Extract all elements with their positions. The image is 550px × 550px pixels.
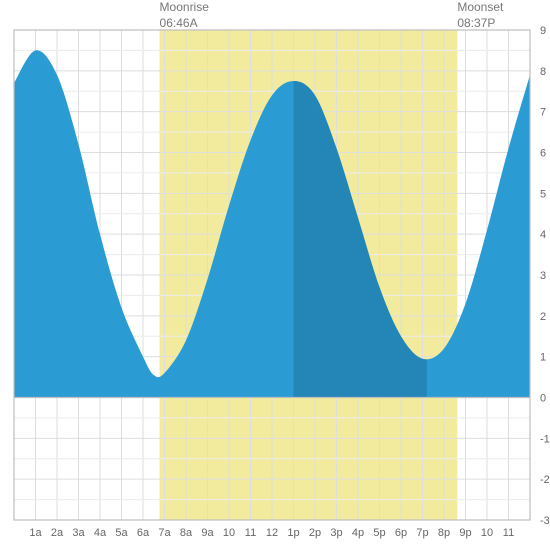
svg-text:5: 5 [540,188,546,200]
svg-text:-1: -1 [540,433,550,445]
svg-text:11: 11 [503,527,514,539]
chart-svg: 1a2a3a4a5a6a7a8a9a1011121p2p3p4p5p6p7p8p… [0,0,550,550]
svg-text:2: 2 [540,311,546,323]
svg-text:10: 10 [223,527,235,539]
svg-text:12: 12 [266,527,278,539]
svg-text:1p: 1p [287,527,299,539]
svg-text:3a: 3a [72,527,85,539]
svg-text:2a: 2a [51,527,64,539]
svg-text:7p: 7p [416,527,428,539]
moonrise-title: Moonrise [160,0,209,14]
svg-text:9p: 9p [459,527,471,539]
svg-text:11: 11 [245,527,256,539]
svg-text:8: 8 [540,66,546,78]
svg-text:4: 4 [540,229,546,241]
svg-text:2p: 2p [309,527,321,539]
svg-text:4a: 4a [94,527,107,539]
svg-text:7: 7 [540,107,546,119]
svg-text:10: 10 [481,527,493,539]
svg-text:5p: 5p [373,527,385,539]
moonrise-time: 06:46A [160,16,198,30]
tide-chart: Moonrise 06:46A Moonset 08:37P 1a 2a 3a 4a 5… [0,0,550,550]
moonrise-label: Moonrise 06:46A [160,0,209,31]
svg-text:6: 6 [540,148,546,160]
svg-text:6a: 6a [137,527,150,539]
svg-text:9a: 9a [201,527,214,539]
moonset-label: Moonset 08:37P [457,0,503,31]
svg-text:8p: 8p [438,527,450,539]
svg-text:0: 0 [540,393,546,405]
svg-text:7a: 7a [158,527,171,539]
moonset-time: 08:37P [457,16,495,30]
svg-text:-2: -2 [540,474,550,486]
svg-text:1a: 1a [29,527,42,539]
svg-text:-3: -3 [540,515,550,527]
svg-text:9: 9 [540,25,546,37]
svg-text:5a: 5a [115,527,128,539]
svg-text:3p: 3p [330,527,342,539]
svg-text:4p: 4p [352,527,364,539]
moonset-title: Moonset [457,0,503,14]
svg-text:1: 1 [540,352,546,364]
svg-text:8a: 8a [180,527,193,539]
svg-text:3: 3 [540,270,546,282]
svg-text:6p: 6p [395,527,407,539]
